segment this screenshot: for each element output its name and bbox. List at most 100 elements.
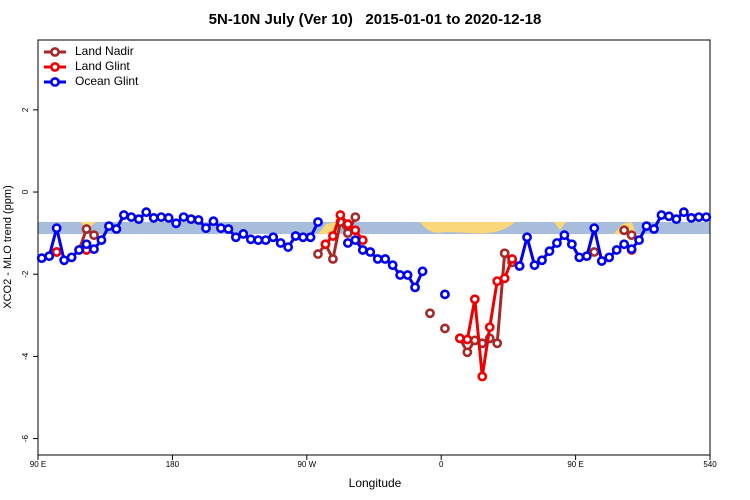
- data-point: [589, 247, 600, 257]
- data-point: [89, 230, 99, 241]
- data-point: [66, 252, 77, 263]
- data-point: [514, 261, 525, 271]
- data-point: [619, 225, 630, 236]
- data-point: [671, 214, 682, 225]
- data-point: [163, 213, 174, 223]
- x-tick-label: 540: [703, 460, 717, 469]
- data-point: [634, 235, 644, 246]
- data-point: [372, 254, 383, 264]
- data-point: [178, 212, 189, 222]
- data-point: [350, 225, 361, 236]
- data-point: [208, 216, 219, 227]
- data-point: [604, 252, 615, 263]
- x-axis-label: Longitude: [349, 476, 402, 490]
- data-point: [193, 215, 204, 225]
- data-point: [678, 207, 689, 218]
- legend-label: Ocean Glint: [75, 74, 139, 88]
- x-tick-label: 90 W: [297, 460, 316, 469]
- data-point: [74, 245, 84, 255]
- data-point: [656, 210, 667, 220]
- data-point: [454, 333, 465, 344]
- data-point: [238, 229, 249, 239]
- data-point: [253, 235, 264, 246]
- x-tick-label: 0: [439, 460, 444, 469]
- data-point: [141, 207, 152, 218]
- data-point: [245, 234, 256, 245]
- data-point: [51, 223, 62, 234]
- data-point: [462, 334, 473, 345]
- data-point: [484, 322, 495, 333]
- data-point: [566, 239, 577, 250]
- data-point: [574, 252, 585, 263]
- data-point: [328, 254, 338, 264]
- data-point: [544, 246, 555, 257]
- data-point: [342, 228, 353, 239]
- data-point: [223, 224, 234, 234]
- series: [51, 212, 637, 358]
- data-point: [328, 231, 338, 241]
- data-point: [611, 245, 622, 255]
- x-tick-label: 180: [166, 460, 180, 469]
- data-point: [499, 273, 510, 284]
- y-tick-label: 0: [21, 189, 30, 194]
- land-shape: [80, 222, 636, 234]
- y-tick-label: -6: [21, 434, 30, 442]
- data-point: [425, 308, 435, 319]
- data-point: [320, 239, 331, 250]
- data-point: [469, 294, 480, 305]
- data-point: [581, 251, 592, 262]
- data-point: [260, 235, 271, 246]
- data-point: [186, 214, 196, 225]
- data-point: [81, 239, 92, 250]
- series: [51, 210, 637, 382]
- data-point: [156, 212, 167, 222]
- data-point: [104, 221, 114, 232]
- data-point: [440, 323, 450, 334]
- x-tick-label: 90 E: [30, 460, 46, 469]
- data-point: [126, 212, 137, 222]
- legend-marker: [50, 47, 60, 57]
- data-point: [51, 247, 62, 257]
- data-point: [410, 282, 420, 293]
- data-point: [626, 244, 637, 255]
- chart-title: 5N-10N July (Ver 10) 2015-01-01 to 2020-…: [209, 11, 542, 28]
- data-point: [357, 245, 368, 255]
- data-point: [664, 211, 674, 222]
- data-point: [387, 260, 398, 271]
- legend-marker: [50, 77, 60, 87]
- data-point: [589, 223, 600, 234]
- data-point: [342, 238, 353, 248]
- data-point: [462, 347, 473, 358]
- data-point: [402, 270, 413, 280]
- data-point: [350, 212, 361, 222]
- data-point: [596, 256, 607, 266]
- data-point: [619, 239, 630, 250]
- data-point: [529, 260, 540, 271]
- data-point: [686, 213, 697, 223]
- data-point: [305, 232, 316, 243]
- y-tick-label: -4: [21, 352, 30, 360]
- data-point: [216, 223, 226, 234]
- data-point: [649, 224, 659, 234]
- data-point: [537, 255, 547, 266]
- data-point: [290, 231, 301, 241]
- data-point: [96, 235, 107, 246]
- data-point: [417, 266, 428, 277]
- data-point: [641, 221, 652, 232]
- data-point: [118, 210, 129, 220]
- data-point: [171, 218, 182, 229]
- series-line: [459, 256, 521, 377]
- data-point: [380, 254, 391, 264]
- data-point: [313, 217, 323, 227]
- data-point: [507, 254, 518, 264]
- data-point: [552, 238, 562, 248]
- data-point: [693, 212, 704, 222]
- data-point: [335, 210, 346, 220]
- data-point: [492, 338, 503, 349]
- data-point: [350, 235, 361, 246]
- data-point: [283, 242, 294, 252]
- data-point: [201, 223, 211, 234]
- y-axis-label: XCO2 - MLO trend (ppm): [2, 185, 14, 308]
- data-point: [440, 289, 450, 300]
